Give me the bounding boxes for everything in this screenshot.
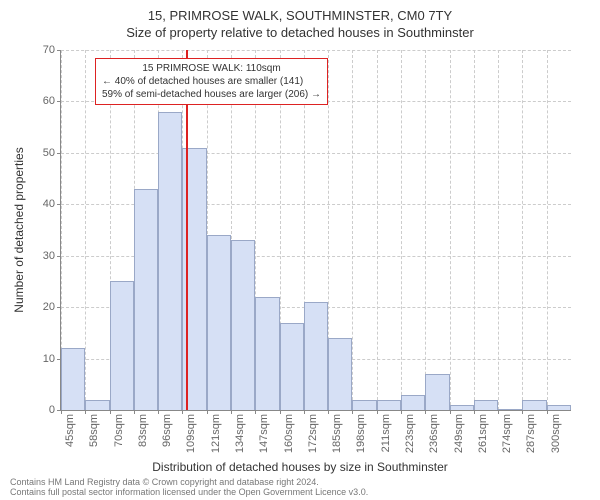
ytick-label: 70 (25, 44, 55, 56)
xtick-mark (280, 410, 281, 414)
y-axis-label: Number of detached properties (12, 147, 26, 312)
xtick-mark (498, 410, 499, 414)
histogram-bar (110, 281, 134, 410)
xtick-label: 109sqm (185, 414, 197, 453)
histogram-bar (304, 302, 328, 410)
xtick-mark (328, 410, 329, 414)
xtick-mark (231, 410, 232, 414)
histogram-bar (280, 323, 304, 410)
ytick-label: 60 (25, 95, 55, 107)
ytick-label: 10 (25, 353, 55, 365)
xtick-mark (377, 410, 378, 414)
histogram-bar (474, 400, 498, 410)
ytick-label: 40 (25, 198, 55, 210)
ytick-label: 0 (25, 404, 55, 416)
x-axis-label: Distribution of detached houses by size … (0, 460, 600, 474)
gridline-v (547, 50, 548, 410)
xtick-label: 70sqm (113, 414, 125, 447)
xtick-mark (182, 410, 183, 414)
histogram-bar (85, 400, 109, 410)
xtick-label: 198sqm (355, 414, 367, 453)
histogram-bar (207, 235, 231, 410)
xtick-label: 274sqm (501, 414, 513, 453)
xtick-label: 58sqm (88, 414, 100, 447)
xtick-mark (207, 410, 208, 414)
xtick-label: 236sqm (428, 414, 440, 453)
gridline-v (85, 50, 86, 410)
xtick-mark (352, 410, 353, 414)
xtick-label: 147sqm (258, 414, 270, 453)
histogram-bar (425, 374, 449, 410)
chart-area: 01020304050607045sqm58sqm70sqm83sqm96sqm… (60, 50, 570, 410)
histogram-bar (134, 189, 158, 410)
ytick-label: 30 (25, 250, 55, 262)
gridline-h (61, 50, 571, 51)
xtick-mark (522, 410, 523, 414)
xtick-mark (61, 410, 62, 414)
xtick-label: 96sqm (161, 414, 173, 447)
ytick-label: 50 (25, 147, 55, 159)
histogram-bar (547, 405, 571, 410)
xtick-label: 134sqm (234, 414, 246, 453)
xtick-mark (304, 410, 305, 414)
footer-line2: Contains full postal sector information … (10, 488, 590, 498)
xtick-mark (450, 410, 451, 414)
title-line1: 15, PRIMROSE WALK, SOUTHMINSTER, CM0 7TY (0, 0, 600, 23)
gridline-v (377, 50, 378, 410)
gridline-v (352, 50, 353, 410)
histogram-bar (352, 400, 376, 410)
title-line2: Size of property relative to detached ho… (0, 23, 600, 40)
xtick-label: 83sqm (137, 414, 149, 447)
xtick-mark (425, 410, 426, 414)
xtick-label: 287sqm (525, 414, 537, 453)
histogram-bar (61, 348, 85, 410)
xtick-label: 172sqm (307, 414, 319, 453)
gridline-v (474, 50, 475, 410)
info-box-title: 15 PRIMROSE WALK: 110sqm (102, 62, 321, 75)
histogram-bar (401, 395, 425, 410)
histogram-bar (498, 409, 522, 410)
info-box: 15 PRIMROSE WALK: 110sqm ← 40% of detach… (95, 58, 328, 105)
xtick-mark (158, 410, 159, 414)
footer: Contains HM Land Registry data © Crown c… (10, 478, 590, 498)
info-box-line3: 59% of semi-detached houses are larger (… (102, 88, 321, 101)
xtick-mark (134, 410, 135, 414)
gridline-v (425, 50, 426, 410)
ytick-label: 20 (25, 301, 55, 313)
xtick-mark (474, 410, 475, 414)
xtick-label: 300sqm (550, 414, 562, 453)
xtick-label: 160sqm (283, 414, 295, 453)
gridline-v (498, 50, 499, 410)
histogram-bar (328, 338, 352, 410)
histogram-bar (231, 240, 255, 410)
xtick-label: 211sqm (380, 414, 392, 452)
xtick-mark (547, 410, 548, 414)
xtick-mark (255, 410, 256, 414)
xtick-label: 249sqm (453, 414, 465, 453)
info-box-line2: ← 40% of detached houses are smaller (14… (102, 75, 321, 88)
xtick-label: 261sqm (477, 414, 489, 453)
xtick-mark (110, 410, 111, 414)
gridline-v (450, 50, 451, 410)
xtick-mark (85, 410, 86, 414)
histogram-bar (450, 405, 474, 410)
histogram-bar (255, 297, 279, 410)
gridline-v (401, 50, 402, 410)
histogram-bar (522, 400, 546, 410)
histogram-bar (158, 112, 182, 410)
xtick-label: 45sqm (64, 414, 76, 447)
histogram-bar (377, 400, 401, 410)
xtick-label: 121sqm (210, 414, 222, 453)
xtick-label: 185sqm (331, 414, 343, 453)
gridline-h (61, 153, 571, 154)
xtick-mark (401, 410, 402, 414)
gridline-v (522, 50, 523, 410)
xtick-label: 223sqm (404, 414, 416, 453)
